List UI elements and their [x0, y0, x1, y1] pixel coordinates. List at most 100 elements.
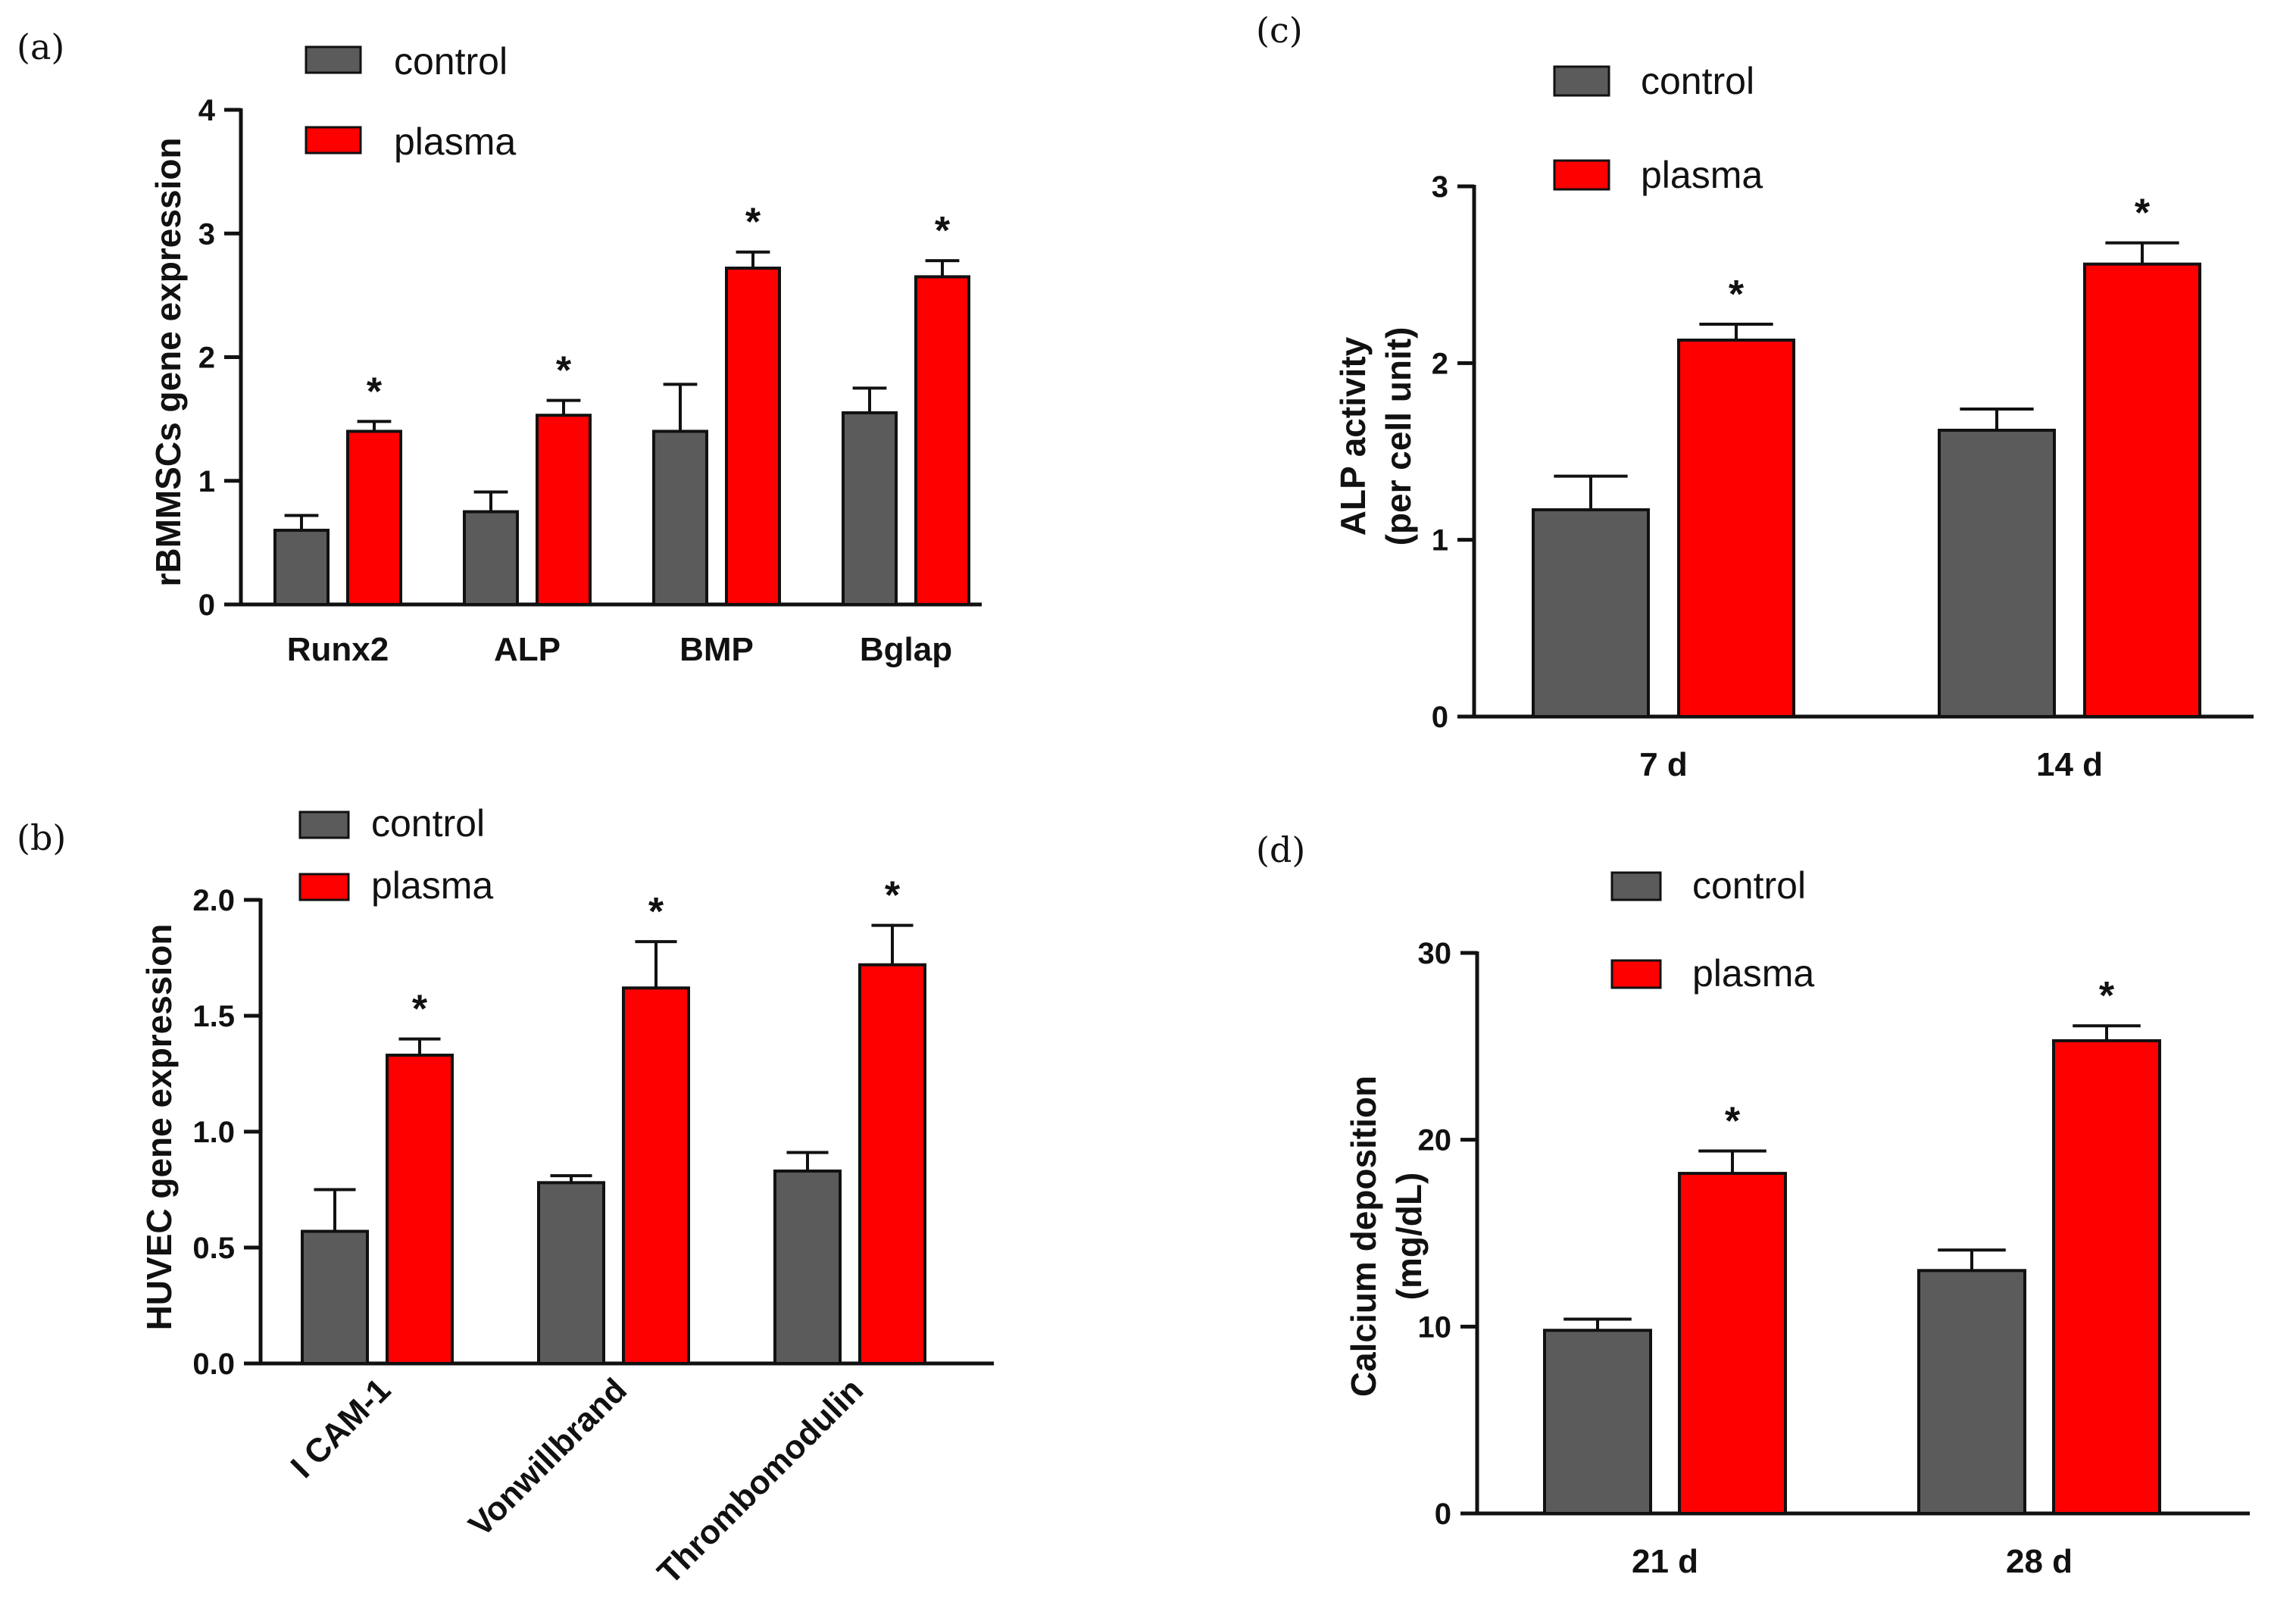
y-tick-label-c: 2 — [1432, 347, 1448, 380]
legend-d-control-swatch — [1610, 871, 1662, 901]
bar-a-plasma-0 — [346, 429, 402, 607]
ylabel-a: rBMMSCs gene expression — [148, 137, 188, 586]
bar-b-plasma-0 — [386, 1054, 454, 1366]
significance-star-a-2: * — [745, 201, 761, 245]
bar-a-control-3 — [842, 411, 898, 607]
legend-c: control plasma — [1553, 60, 1763, 196]
category-label-b-2: Thrombomodulin — [651, 1371, 870, 1591]
y-tick-label-a: 3 — [198, 217, 215, 251]
y-tick-label-b: 0.5 — [192, 1232, 235, 1265]
bar-b-control-1 — [537, 1181, 605, 1365]
bar-c-plasma-1 — [2083, 262, 2201, 718]
panel-label-d: (d) — [1256, 829, 1305, 870]
bar-b-plasma-2 — [858, 963, 926, 1366]
plot-b: 0.0 0.5 1.0 1.5 2.0 * I CAM-1 * Vonwillbrand * Thr… — [192, 874, 994, 1591]
legend-c-control-swatch — [1553, 65, 1610, 97]
bar-a-control-0 — [273, 529, 330, 606]
ylabel-d-line2: (mg/dL) — [1389, 1173, 1429, 1301]
legend-c-plasma-swatch — [1553, 159, 1610, 191]
significance-star-c-1: * — [2135, 192, 2151, 236]
legend-d-plasma-swatch — [1610, 959, 1662, 989]
panel-label-a: (a) — [17, 27, 64, 67]
category-label-a-0: Runx2 — [287, 631, 389, 668]
bar-a-control-1 — [463, 510, 519, 606]
y-tick-label-b: 1.5 — [192, 1000, 235, 1033]
y-tick-label-d: 30 — [1418, 937, 1452, 970]
legend-a-plasma-swatch — [305, 126, 362, 155]
y-tick-label-b: 2.0 — [192, 884, 235, 917]
significance-star-d-0: * — [1725, 1099, 1741, 1143]
category-label-b-0: I CAM-1 — [284, 1371, 398, 1485]
panel-c: (c) control plasma ALP activity (per cel… — [1256, 10, 2254, 783]
legend-a-control-label: control — [394, 40, 508, 83]
legend-b: control plasma — [298, 802, 493, 907]
legend-d-plasma-label: plasma — [1692, 952, 1814, 995]
legend-b-control-label: control — [371, 802, 485, 845]
panel-b: (b) control plasma HUVEC gene expression… — [17, 802, 994, 1591]
bar-d-control-1 — [1917, 1269, 2026, 1516]
category-label-c-0: 7 d — [1639, 746, 1688, 783]
y-tick-label-a: 1 — [198, 465, 215, 498]
category-label-d-1: 28 d — [2006, 1543, 2073, 1580]
bar-b-control-2 — [773, 1170, 842, 1366]
significance-star-a-3: * — [935, 209, 951, 253]
ylabel-c-line1: ALP activity — [1333, 336, 1373, 536]
y-tick-label-d: 20 — [1418, 1124, 1452, 1157]
legend-b-plasma-swatch — [298, 873, 350, 901]
category-label-d-0: 21 d — [1632, 1543, 1698, 1580]
category-label-a-1: ALP — [494, 631, 561, 668]
plot-d: 0 10 20 30 * 21 d * 28 d — [1418, 937, 2250, 1580]
ylabel-c-line2: (per cell unit) — [1379, 327, 1418, 546]
ylabel-d-line1: Calcium deposition — [1344, 1076, 1383, 1397]
category-label-c-1: 14 d — [2036, 746, 2103, 783]
bar-a-control-2 — [652, 429, 708, 607]
bar-d-plasma-1 — [2052, 1039, 2161, 1515]
plot-a: 0 1 2 3 4 * Runx2 * ALP * BMP * Bglap — [198, 94, 982, 668]
legend-d-control-label: control — [1692, 864, 1806, 907]
plot-c: 0 1 2 3 * 7 d * 14 d — [1432, 170, 2254, 783]
significance-star-d-1: * — [2099, 974, 2115, 1018]
legend-c-plasma-label: plasma — [1641, 154, 1763, 196]
panel-a: (a) control plasma rBMMSCs gene expressi… — [17, 27, 982, 668]
legend-a: control plasma — [305, 40, 516, 163]
significance-star-c-0: * — [1729, 273, 1745, 317]
ylabel-b: HUVEC gene expression — [139, 924, 179, 1331]
y-tick-label-c: 0 — [1432, 701, 1448, 734]
bar-c-control-1 — [1938, 429, 2056, 718]
bar-d-control-0 — [1543, 1329, 1652, 1516]
y-tick-label-a: 2 — [198, 342, 215, 375]
bar-b-plasma-1 — [622, 986, 690, 1366]
y-tick-label-a: 0 — [198, 589, 215, 622]
panel-d: (d) control plasma Calcium deposition (m… — [1256, 829, 2250, 1580]
legend-a-plasma-label: plasma — [394, 120, 516, 163]
significance-star-b-2: * — [885, 874, 901, 918]
y-tick-label-d: 10 — [1418, 1310, 1452, 1344]
y-tick-label-a: 4 — [198, 94, 216, 127]
bar-c-plasma-0 — [1677, 339, 1795, 718]
y-tick-label-b: 1.0 — [192, 1116, 235, 1149]
panel-label-b: (b) — [17, 817, 66, 858]
significance-star-b-0: * — [412, 988, 428, 1032]
bar-a-plasma-3 — [914, 275, 970, 606]
legend-d: control plasma — [1610, 864, 1814, 995]
y-tick-label-d: 0 — [1435, 1498, 1451, 1531]
y-tick-label-c: 3 — [1432, 170, 1448, 204]
significance-star-a-1: * — [556, 349, 572, 393]
bar-a-plasma-2 — [725, 266, 781, 606]
y-tick-label-b: 0.0 — [192, 1348, 235, 1381]
bar-b-control-0 — [301, 1229, 369, 1365]
significance-star-a-0: * — [367, 370, 383, 414]
panel-label-c: (c) — [1256, 10, 1303, 51]
category-label-a-2: BMP — [679, 631, 754, 668]
legend-b-plasma-label: plasma — [371, 864, 493, 907]
legend-b-control-swatch — [298, 810, 350, 839]
legend-a-control-swatch — [305, 45, 362, 74]
bar-c-control-0 — [1532, 508, 1650, 718]
legend-c-control-label: control — [1641, 60, 1754, 102]
significance-star-b-1: * — [648, 890, 664, 934]
category-label-b-1: Vonwillbrand — [461, 1371, 634, 1544]
category-label-a-3: Bglap — [860, 631, 952, 668]
bar-d-plasma-0 — [1678, 1172, 1787, 1515]
bar-a-plasma-1 — [536, 414, 592, 606]
